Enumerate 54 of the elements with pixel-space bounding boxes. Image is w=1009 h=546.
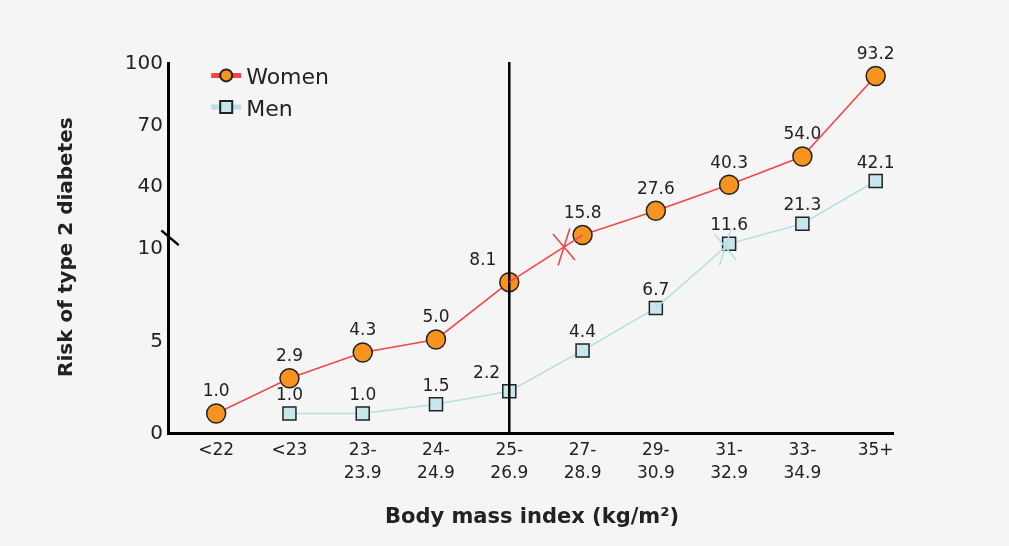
point xyxy=(792,146,813,167)
point xyxy=(428,397,444,412)
legend-label: Men xyxy=(246,95,293,121)
y-tick-label: 70 xyxy=(137,111,163,136)
x-tick-label: 35+ xyxy=(857,439,894,460)
data-label: 6.7 xyxy=(642,278,670,299)
legend-label: Women xyxy=(246,63,330,89)
point xyxy=(425,329,447,350)
point xyxy=(572,224,593,246)
x-tick-label: <22 xyxy=(198,439,235,460)
point xyxy=(575,343,590,358)
point xyxy=(645,200,667,222)
point xyxy=(279,368,300,389)
x-tick-label: 27- 28.9 xyxy=(563,439,602,482)
point xyxy=(352,342,373,363)
point xyxy=(282,406,297,421)
y-tick-label: 0 xyxy=(150,420,163,444)
data-label: 40.3 xyxy=(710,151,749,172)
data-label: 4.4 xyxy=(569,321,597,342)
data-label: 27.6 xyxy=(636,177,675,198)
x-tick-label: 31- 32.9 xyxy=(710,439,749,482)
point xyxy=(718,174,740,195)
data-label: 2.2 xyxy=(473,361,501,382)
data-label: 1.5 xyxy=(422,374,450,395)
x-tick-label: 29- 30.9 xyxy=(636,439,675,482)
x-tick-label: 23- 23.9 xyxy=(343,439,382,482)
x-tick-label: 33- 34.9 xyxy=(783,439,822,482)
y-tick-label: 5 xyxy=(150,327,163,352)
data-label: 8.1 xyxy=(469,249,497,270)
x-axis-title: Body mass index (kg/m²) xyxy=(384,503,680,528)
data-label: 93.2 xyxy=(856,42,895,63)
x-tick-label: <23 xyxy=(271,439,308,460)
data-label: 4.3 xyxy=(349,319,377,340)
y-tick-label: 10 xyxy=(137,235,163,259)
y-axis-title: Risk of type 2 diabetes xyxy=(53,117,78,378)
data-label: 54.0 xyxy=(783,123,822,144)
data-label: 5.0 xyxy=(422,306,450,327)
y-tick-label: 100 xyxy=(124,50,163,74)
data-label: 1.0 xyxy=(275,384,303,405)
y-tick-label: 40 xyxy=(137,173,163,198)
data-label: 11.6 xyxy=(710,214,749,235)
point xyxy=(868,173,883,189)
data-label: 21.3 xyxy=(783,194,822,215)
point xyxy=(205,403,227,424)
point xyxy=(355,406,370,421)
data-label: 42.1 xyxy=(856,151,895,172)
x-tick-label: 24- 24.9 xyxy=(417,439,455,482)
point xyxy=(865,65,886,87)
data-label: 1.0 xyxy=(349,384,377,405)
x-tick-label: 25- 26.9 xyxy=(490,439,529,482)
data-label: 2.9 xyxy=(275,345,303,366)
data-label: 1.0 xyxy=(202,380,230,401)
data-label: 15.8 xyxy=(563,201,602,222)
point xyxy=(795,216,810,232)
